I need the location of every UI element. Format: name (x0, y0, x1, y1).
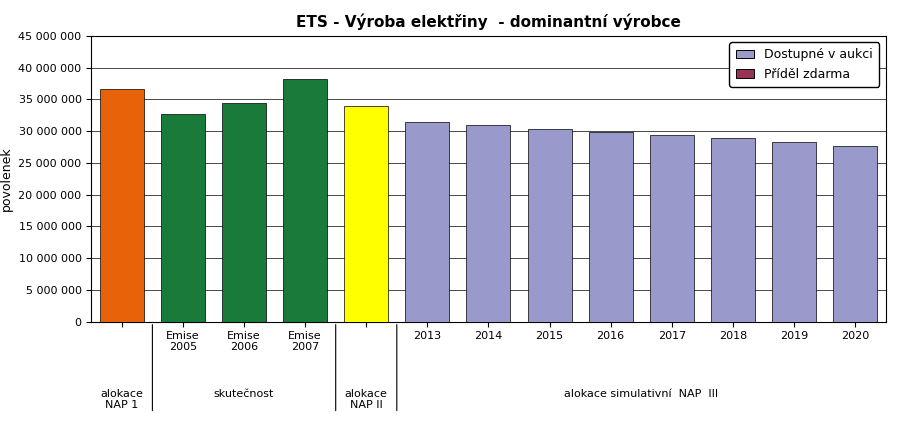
Bar (100, 89, 144, 322)
Bar (772, 142, 816, 322)
Bar (283, 79, 327, 322)
Bar (711, 138, 755, 322)
Text: skutečnost: skutečnost (214, 388, 274, 399)
Bar (405, 122, 449, 322)
Text: alokace simulativní  NAP  III: alokace simulativní NAP III (564, 388, 719, 399)
Legend: Dostupné v aukci, Příděl zdarma: Dostupné v aukci, Příděl zdarma (729, 42, 879, 87)
Text: alokace
NAP 1: alokace NAP 1 (100, 388, 143, 410)
Bar (528, 129, 572, 322)
Bar (467, 125, 510, 322)
Title: ETS - Výroba elektřiny  - dominantní výrobce: ETS - Výroba elektřiny - dominantní výro… (296, 14, 681, 30)
Bar (344, 105, 388, 322)
Y-axis label: povolenek: povolenek (0, 147, 13, 211)
Bar (650, 135, 694, 322)
Bar (833, 146, 877, 322)
Bar (222, 102, 266, 322)
Bar (589, 132, 633, 322)
Text: alokace
NAP II: alokace NAP II (345, 388, 388, 410)
Bar (161, 114, 205, 322)
